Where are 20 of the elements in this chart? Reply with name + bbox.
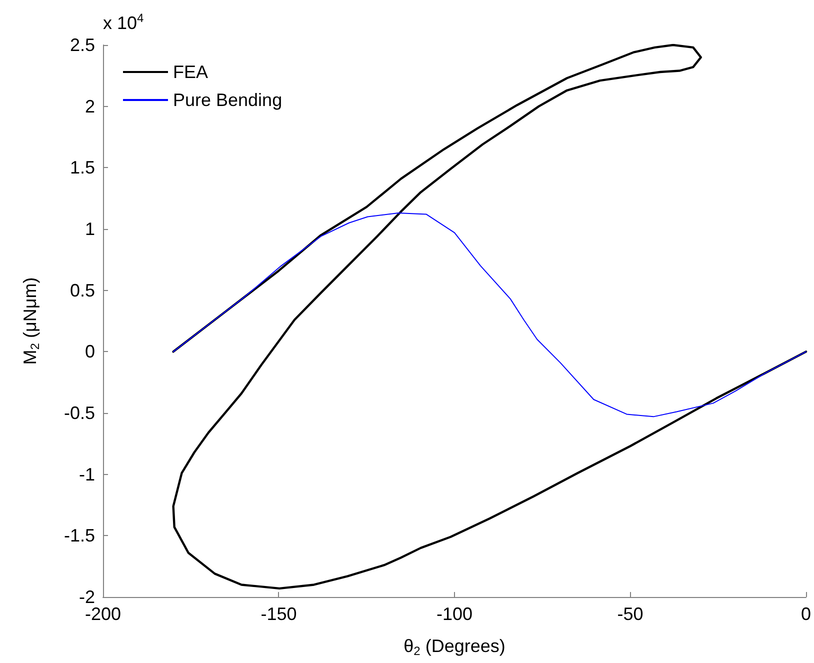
x-tick-label: -200 xyxy=(84,604,122,624)
y-axis-title: M2 (μNμm) xyxy=(20,277,42,365)
y-tick-label: 2 xyxy=(84,96,95,116)
y-tick-label: 0.5 xyxy=(70,280,95,300)
legend-label: FEA xyxy=(173,62,208,82)
y-tick-label: 1 xyxy=(84,219,95,239)
y-tick-label: -1 xyxy=(78,464,95,484)
y-tick-label: 0 xyxy=(84,342,95,362)
x-tick-label: -100 xyxy=(436,604,473,624)
line-series xyxy=(172,44,808,590)
y-tick-label: -2 xyxy=(78,587,95,607)
y-tick-label: -0.5 xyxy=(64,403,95,423)
x-tick-label: 0 xyxy=(800,604,811,624)
y-tick-label: 2.5 xyxy=(70,35,95,55)
x-tick-label: -150 xyxy=(260,604,297,624)
y-tick-label: 1.5 xyxy=(70,158,95,178)
legend-label: Pure Bending xyxy=(173,90,282,110)
x-tick-label: -50 xyxy=(617,604,644,624)
y-tick-label: -1.5 xyxy=(64,526,95,546)
line-series xyxy=(172,212,806,418)
